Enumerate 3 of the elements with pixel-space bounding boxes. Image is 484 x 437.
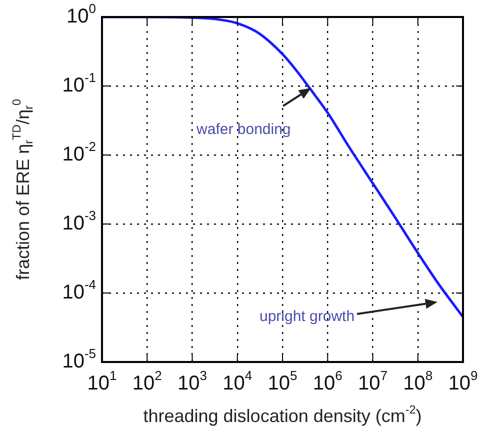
annotation: wafer bonding (196, 120, 291, 138)
annotation: upright growth (259, 308, 355, 326)
y-axis-title: fraction of ERE ηrTD/ηr0 (10, 98, 36, 280)
